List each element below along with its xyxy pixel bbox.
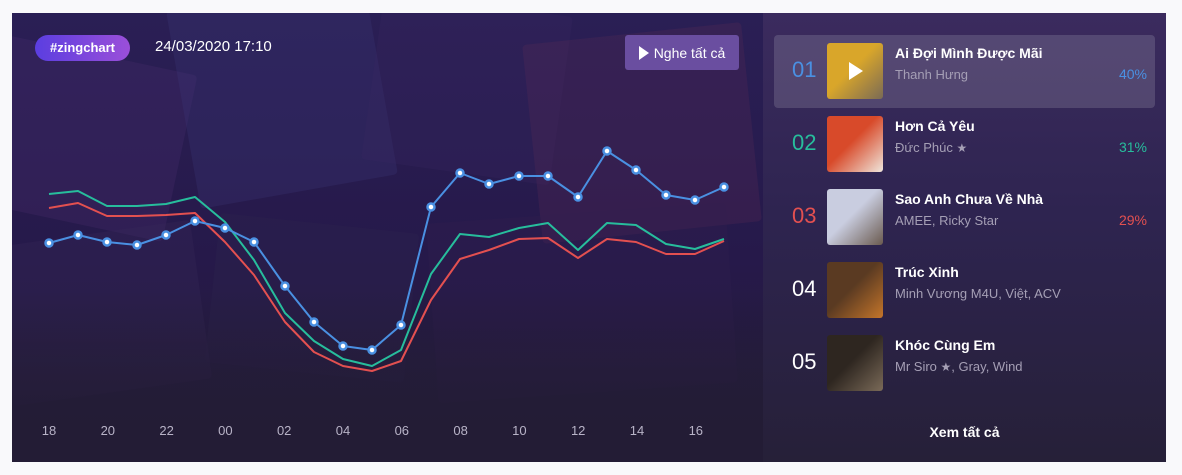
data-point[interactable] (690, 195, 700, 205)
rank-number: 03 (792, 203, 817, 228)
album-thumbnail[interactable] (827, 43, 883, 99)
song-title[interactable]: Hơn Cả Yêu (895, 118, 975, 134)
chart-list-item[interactable]: 03 Sao Anh Chưa Về Nhà AMEE, Ricky Star 29% (774, 181, 1155, 254)
rank-number: 02 (792, 130, 817, 155)
series-line-red[interactable] (48, 202, 725, 372)
album-thumbnail[interactable] (827, 116, 883, 172)
data-point[interactable] (161, 230, 171, 240)
data-point[interactable] (543, 171, 553, 181)
data-point[interactable] (338, 341, 348, 351)
song-artist[interactable]: Đức Phúc ★ (895, 140, 968, 155)
x-tick-label: 02 (276, 423, 292, 438)
line-chart[interactable] (12, 13, 763, 462)
series-line-green[interactable] (48, 190, 725, 367)
data-point[interactable] (102, 237, 112, 247)
percent-share: 29% (1118, 212, 1147, 228)
chart-list-item[interactable]: 04 Trúc Xinh Minh Vương M4U, Việt, ACV (774, 254, 1155, 327)
data-point[interactable] (280, 281, 290, 291)
chart-fade-overlay (12, 292, 763, 462)
data-point[interactable] (190, 216, 200, 226)
series-line-blue[interactable] (48, 150, 725, 351)
chart-list-item[interactable]: 05 Khóc Cùng Em Mr Siro ★, Gray, Wind (774, 327, 1155, 400)
song-artist[interactable]: Thanh Hưng (895, 67, 969, 82)
see-all-link[interactable]: Xem tất cả (929, 424, 1000, 440)
song-artist[interactable]: Mr Siro ★, Gray, Wind (895, 359, 1023, 374)
data-point[interactable] (514, 171, 524, 181)
x-tick-label: 00 (218, 423, 233, 438)
data-point[interactable] (484, 179, 494, 189)
data-point[interactable] (396, 320, 406, 330)
data-point[interactable] (719, 182, 729, 192)
data-point[interactable] (426, 202, 436, 212)
album-thumbnail[interactable] (827, 262, 883, 318)
rank-number: 05 (792, 349, 817, 374)
x-tick-label: 14 (629, 423, 645, 438)
data-point[interactable] (661, 190, 671, 200)
chart-area: #zingchart 24/03/2020 17:10 Nghe tất cả … (12, 13, 763, 462)
data-point[interactable] (367, 345, 377, 355)
chart-ranking-list: 01 Ai Đợi Mình Được Mãi Thanh Hưng 40% 02 Hơn… (763, 13, 1166, 462)
album-thumbnail[interactable] (827, 189, 883, 245)
data-point[interactable] (602, 146, 612, 156)
x-tick-label: 20 (100, 423, 116, 438)
percent-share: 40% (1118, 66, 1147, 82)
song-artist[interactable]: Minh Vương M4U, Việt, ACV (895, 286, 1061, 301)
play-all-label: Nghe tất cả (653, 44, 726, 61)
percent-share: 31% (1118, 139, 1147, 155)
data-point[interactable] (455, 168, 465, 178)
rank-number: 01 (792, 57, 817, 82)
play-all-button[interactable]: Nghe tất cả (625, 35, 739, 70)
data-point[interactable] (309, 317, 319, 327)
song-artist[interactable]: AMEE, Ricky Star (895, 213, 999, 228)
play-icon (638, 45, 649, 60)
song-title[interactable]: Ai Đợi Mình Được Mãi (895, 45, 1043, 61)
data-point[interactable] (573, 192, 583, 202)
album-thumbnail[interactable] (827, 335, 883, 391)
star-icon: ★ (956, 141, 968, 155)
x-tick-label: 18 (41, 423, 57, 438)
x-tick-label: 10 (512, 423, 527, 438)
x-tick-label: 06 (394, 423, 410, 438)
x-tick-label: 08 (453, 423, 468, 438)
chart-datetime: 24/03/2020 17:10 (155, 38, 272, 55)
x-tick-label: 16 (688, 423, 704, 438)
data-point[interactable] (220, 223, 230, 233)
data-point[interactable] (44, 238, 54, 248)
x-tick-label: 04 (335, 423, 351, 438)
chart-list-item[interactable]: 01 Ai Đợi Mình Được Mãi Thanh Hưng 40% (774, 35, 1155, 108)
x-tick-label: 12 (570, 423, 586, 438)
data-point[interactable] (249, 237, 259, 247)
zingchart-panel: #zingchart 24/03/2020 17:10 Nghe tất cả … (12, 13, 1166, 462)
zingchart-tag[interactable]: #zingchart (35, 35, 131, 61)
chart-list-item[interactable]: 02 Hơn Cả Yêu Đức Phúc ★ 31% (774, 108, 1155, 181)
data-point[interactable] (73, 230, 83, 240)
song-title[interactable]: Trúc Xinh (895, 264, 959, 280)
x-tick-label: 22 (159, 423, 174, 438)
data-point[interactable] (132, 240, 142, 250)
song-title[interactable]: Khóc Cùng Em (895, 337, 996, 353)
star-icon: ★ (940, 360, 952, 374)
data-point[interactable] (631, 165, 641, 175)
play-icon[interactable] (849, 62, 863, 80)
song-title[interactable]: Sao Anh Chưa Về Nhà (895, 191, 1044, 207)
rank-number: 04 (792, 276, 817, 301)
